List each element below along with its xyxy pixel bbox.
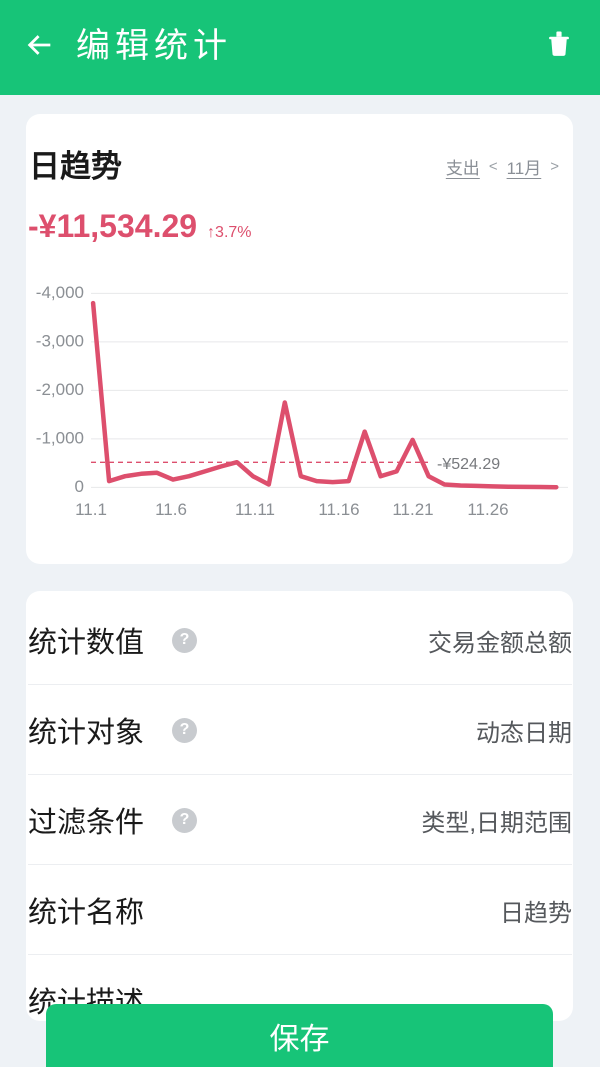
svg-text:-1,000: -1,000 bbox=[36, 429, 84, 448]
svg-text:-¥524.29: -¥524.29 bbox=[437, 456, 500, 473]
svg-text:0: 0 bbox=[75, 477, 84, 496]
svg-text:11.16: 11.16 bbox=[318, 500, 359, 519]
svg-text:11.11: 11.11 bbox=[235, 500, 275, 519]
svg-text:11.6: 11.6 bbox=[155, 500, 187, 519]
svg-text:-2,000: -2,000 bbox=[36, 380, 84, 399]
svg-text:11.1: 11.1 bbox=[75, 500, 107, 519]
svg-text:11.26: 11.26 bbox=[467, 500, 508, 519]
svg-text:11.21: 11.21 bbox=[392, 500, 433, 519]
svg-text:-4,000: -4,000 bbox=[36, 283, 84, 302]
svg-text:-3,000: -3,000 bbox=[36, 332, 84, 351]
